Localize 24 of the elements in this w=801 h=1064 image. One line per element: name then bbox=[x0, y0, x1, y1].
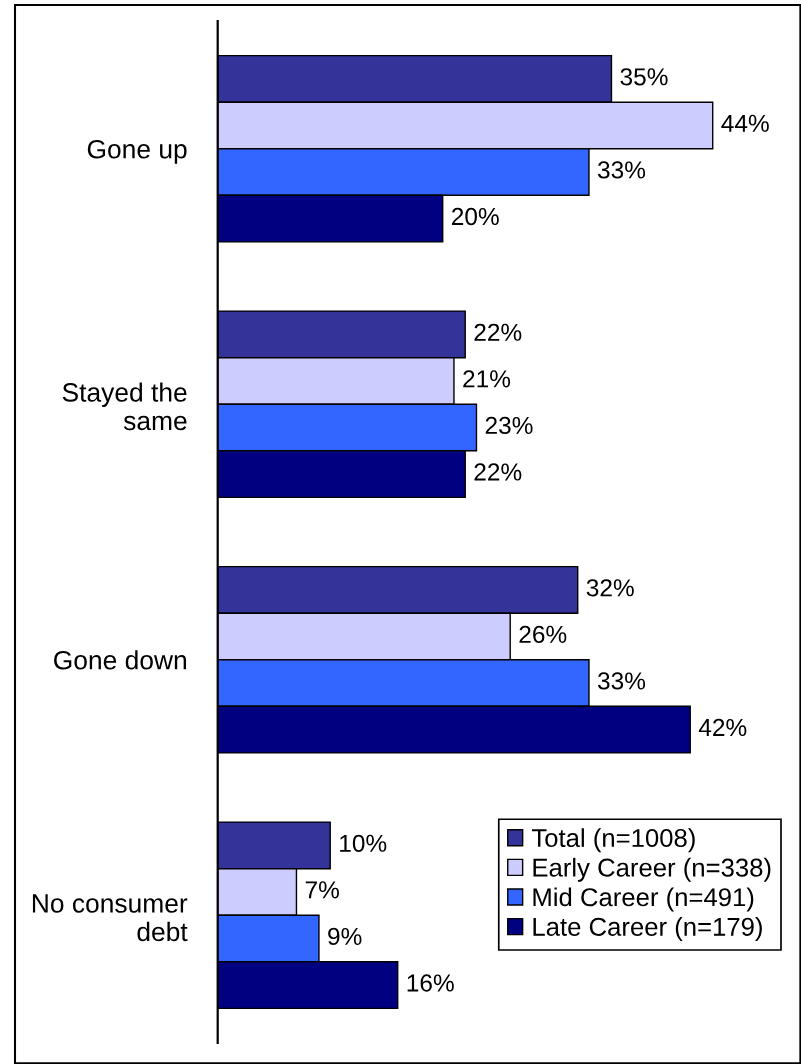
data-label: 9% bbox=[328, 927, 362, 946]
legend-label: Early Career (n=338) bbox=[533, 857, 771, 882]
data-label: 22% bbox=[474, 323, 522, 341]
y-tick-label: No consumer debt bbox=[32, 894, 188, 942]
data-label: 26% bbox=[519, 625, 567, 644]
data-label: 21% bbox=[463, 370, 511, 388]
data-label: 32% bbox=[586, 579, 634, 597]
data-label: 7% bbox=[305, 881, 339, 899]
data-label: 22% bbox=[474, 463, 522, 481]
data-label: 20% bbox=[452, 207, 499, 226]
data-label: 44% bbox=[721, 114, 769, 132]
data-label: 35% bbox=[620, 68, 668, 86]
legend-label: Late Career (n=179) bbox=[533, 917, 762, 941]
legend-label: Total (n=1008) bbox=[531, 828, 695, 853]
legend-label: Mid Career (n=491) bbox=[533, 887, 754, 912]
y-tick-label: Gone up bbox=[87, 139, 187, 164]
data-label: 10% bbox=[340, 834, 387, 852]
data-label: 16% bbox=[407, 974, 454, 992]
data-label: 33% bbox=[597, 672, 646, 690]
y-tick-label: Stayed the same bbox=[62, 382, 187, 431]
y-tick-label: Gone down bbox=[54, 650, 186, 670]
data-label: 42% bbox=[698, 718, 747, 737]
data-label: 33% bbox=[597, 161, 646, 179]
data-label: 23% bbox=[485, 416, 533, 435]
